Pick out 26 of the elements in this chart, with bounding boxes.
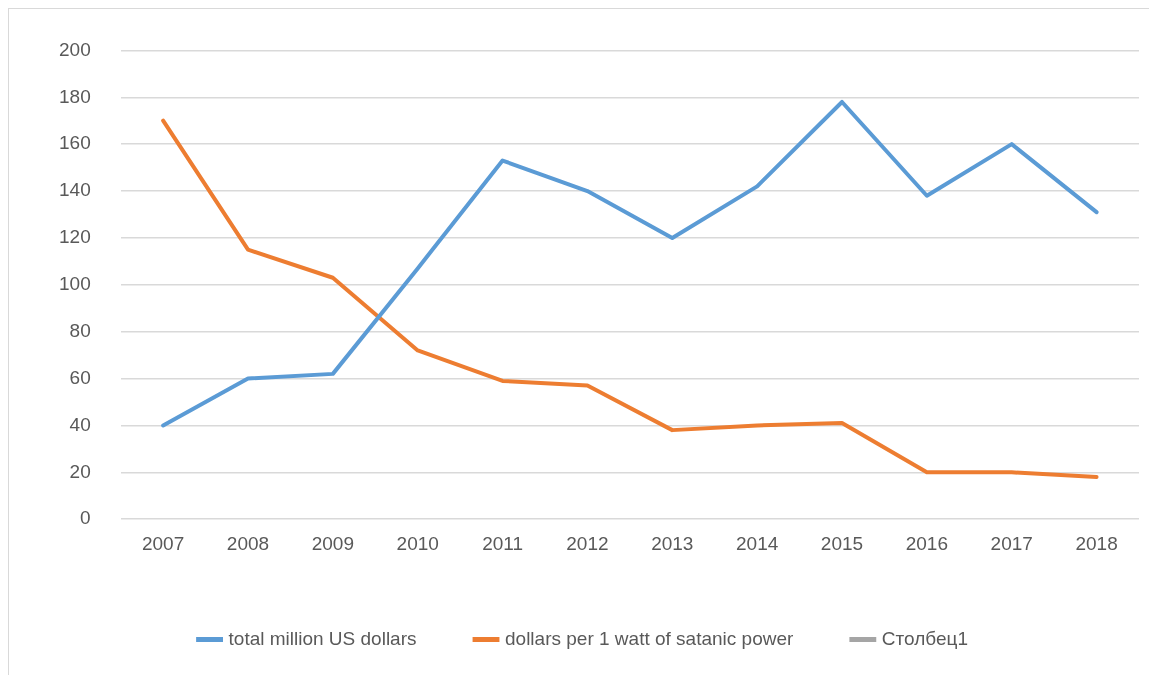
x-tick-label: 2016	[905, 532, 948, 554]
y-tick-label: 20	[69, 460, 91, 482]
x-tick-label: 2011	[482, 532, 523, 554]
x-tick-label: 2018	[1075, 532, 1118, 554]
y-tick-label: 80	[69, 319, 91, 341]
y-tick-label: 60	[69, 366, 91, 388]
x-tick-label: 2017	[990, 532, 1033, 554]
x-tick-label: 2014	[736, 532, 779, 554]
legend-label: Столбец1	[881, 627, 968, 649]
y-tick-label: 200	[59, 38, 91, 60]
y-tick-label: 100	[59, 273, 91, 295]
y-tick-label: 120	[59, 226, 91, 248]
y-tick-label: 0	[80, 507, 91, 529]
x-tick-label: 2015	[820, 532, 864, 554]
x-tick-label: 2008	[226, 532, 270, 554]
x-tick-label: 2013	[651, 532, 694, 554]
x-tick-label: 2009	[311, 532, 354, 554]
y-tick-label: 140	[59, 179, 91, 201]
x-tick-label: 2010	[396, 532, 439, 554]
legend-label: dollars per 1 watt of satanic power	[505, 627, 794, 649]
y-tick-label: 40	[69, 413, 91, 435]
y-tick-label: 180	[59, 85, 91, 107]
legend-label: total million US dollars	[228, 627, 417, 649]
x-tick-label: 2012	[566, 532, 609, 554]
y-tick-label: 160	[59, 132, 91, 154]
x-tick-label: 2007	[141, 532, 185, 554]
